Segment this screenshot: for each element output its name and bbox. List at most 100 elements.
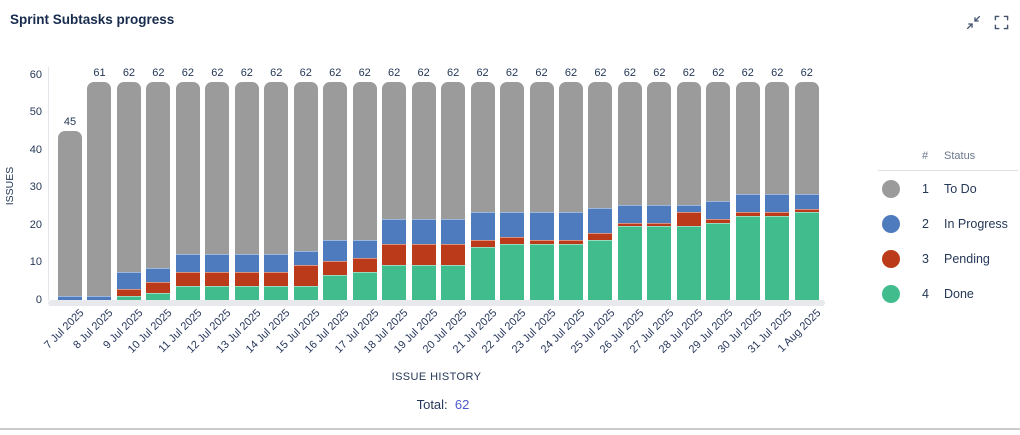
bar-segment-done[interactable] bbox=[647, 226, 672, 300]
bar-segment-to-do[interactable] bbox=[470, 82, 495, 212]
bar-segment-in-progress[interactable] bbox=[529, 211, 554, 241]
bar-segment-pending[interactable] bbox=[529, 240, 554, 244]
bar-segment-done[interactable] bbox=[765, 215, 790, 300]
bar-segment-to-do[interactable] bbox=[323, 82, 348, 241]
bar-segment-in-progress[interactable] bbox=[87, 296, 112, 300]
bar-segment-in-progress[interactable] bbox=[706, 201, 731, 220]
bar-segment-in-progress[interactable] bbox=[470, 211, 495, 241]
bar-segment-in-progress[interactable] bbox=[500, 211, 525, 237]
bar-segment-done[interactable] bbox=[382, 264, 407, 300]
bar-segment-done[interactable] bbox=[500, 243, 525, 300]
bar-segment-pending[interactable] bbox=[706, 219, 731, 223]
bar-segment-pending[interactable] bbox=[234, 271, 259, 286]
fullscreen-icon[interactable] bbox=[992, 13, 1010, 31]
bar-segment-done[interactable] bbox=[588, 240, 613, 300]
bar-segment-pending[interactable] bbox=[293, 264, 318, 286]
bar-segment-done[interactable] bbox=[175, 285, 200, 300]
bar-segment-pending[interactable] bbox=[765, 212, 790, 216]
legend-row-done[interactable]: 4 Done bbox=[878, 276, 1018, 311]
bar-segment-done[interactable] bbox=[676, 226, 701, 300]
collapse-icon[interactable] bbox=[964, 13, 982, 31]
bar-segment-in-progress[interactable] bbox=[558, 211, 583, 241]
bar-segment-done[interactable] bbox=[470, 247, 495, 300]
bar-segment-to-do[interactable] bbox=[352, 82, 377, 241]
bar-segment-done[interactable] bbox=[617, 226, 642, 300]
bar-segment-pending[interactable] bbox=[470, 240, 495, 248]
bar-segment-pending[interactable] bbox=[500, 236, 525, 244]
bar-segment-done[interactable] bbox=[116, 296, 141, 300]
bar-segment-in-progress[interactable] bbox=[146, 268, 171, 283]
bar-segment-pending[interactable] bbox=[116, 289, 141, 297]
bar-segment-to-do[interactable] bbox=[735, 82, 760, 195]
bar-segment-in-progress[interactable] bbox=[794, 194, 819, 209]
bar-segment-done[interactable] bbox=[205, 285, 230, 300]
bar-segment-pending[interactable] bbox=[175, 271, 200, 286]
legend-row-pending[interactable]: 3 Pending bbox=[878, 241, 1018, 276]
bar-segment-done[interactable] bbox=[264, 285, 289, 300]
bar-segment-to-do[interactable] bbox=[588, 82, 613, 209]
bar-segment-in-progress[interactable] bbox=[441, 219, 466, 244]
bar-segment-to-do[interactable] bbox=[175, 82, 200, 255]
bar-segment-done[interactable] bbox=[323, 275, 348, 300]
bar-segment-done[interactable] bbox=[706, 222, 731, 300]
bar-segment-to-do[interactable] bbox=[500, 82, 525, 212]
bar-segment-pending[interactable] bbox=[441, 243, 466, 265]
bar-segment-to-do[interactable] bbox=[293, 82, 318, 251]
bar-segment-to-do[interactable] bbox=[234, 82, 259, 255]
bar-segment-in-progress[interactable] bbox=[175, 254, 200, 272]
bar-segment-done[interactable] bbox=[411, 264, 436, 300]
bar-segment-pending[interactable] bbox=[264, 271, 289, 286]
bar-segment-to-do[interactable] bbox=[617, 82, 642, 205]
bar-segment-in-progress[interactable] bbox=[264, 254, 289, 272]
bar-segment-in-progress[interactable] bbox=[735, 194, 760, 213]
bar-segment-to-do[interactable] bbox=[146, 82, 171, 269]
bar-segment-pending[interactable] bbox=[558, 240, 583, 244]
bar-segment-to-do[interactable] bbox=[264, 82, 289, 255]
bar-segment-in-progress[interactable] bbox=[676, 204, 701, 213]
bar-segment-to-do[interactable] bbox=[58, 131, 82, 297]
bar-segment-to-do[interactable] bbox=[529, 82, 554, 212]
bar-segment-pending[interactable] bbox=[647, 222, 672, 227]
total-value[interactable]: 62 bbox=[454, 397, 470, 412]
bar-segment-pending[interactable] bbox=[794, 208, 819, 213]
bar-segment-done[interactable] bbox=[293, 285, 318, 300]
bar-segment-in-progress[interactable] bbox=[293, 250, 318, 265]
bar-segment-done[interactable] bbox=[558, 243, 583, 300]
bar-segment-done[interactable] bbox=[234, 285, 259, 300]
bar-segment-to-do[interactable] bbox=[411, 82, 436, 220]
bar-segment-pending[interactable] bbox=[676, 212, 701, 227]
bar-segment-pending[interactable] bbox=[411, 243, 436, 265]
bar-segment-in-progress[interactable] bbox=[205, 254, 230, 272]
bar-segment-to-do[interactable] bbox=[441, 82, 466, 220]
bar-segment-done[interactable] bbox=[441, 264, 466, 300]
bar-segment-in-progress[interactable] bbox=[323, 240, 348, 262]
bar-segment-in-progress[interactable] bbox=[352, 240, 377, 258]
legend-row-to-do[interactable]: 1 To Do bbox=[878, 171, 1018, 206]
bar-segment-in-progress[interactable] bbox=[382, 219, 407, 244]
bar-segment-pending[interactable] bbox=[735, 212, 760, 216]
bar-segment-pending[interactable] bbox=[146, 282, 171, 293]
legend-row-in-progress[interactable]: 2 In Progress bbox=[878, 206, 1018, 241]
bar-segment-pending[interactable] bbox=[323, 261, 348, 276]
bar-segment-in-progress[interactable] bbox=[647, 204, 672, 223]
bar-segment-in-progress[interactable] bbox=[58, 296, 82, 300]
bar-segment-to-do[interactable] bbox=[382, 82, 407, 220]
bar-segment-to-do[interactable] bbox=[116, 82, 141, 272]
bar-segment-to-do[interactable] bbox=[647, 82, 672, 205]
bar-segment-done[interactable] bbox=[146, 292, 171, 300]
bar-segment-to-do[interactable] bbox=[205, 82, 230, 255]
bar-segment-to-do[interactable] bbox=[765, 82, 790, 195]
bar-segment-to-do[interactable] bbox=[87, 82, 112, 297]
bar-segment-pending[interactable] bbox=[352, 257, 377, 272]
bar-segment-done[interactable] bbox=[529, 243, 554, 300]
bar-segment-pending[interactable] bbox=[588, 233, 613, 241]
bar-segment-pending[interactable] bbox=[382, 243, 407, 265]
bar-segment-pending[interactable] bbox=[205, 271, 230, 286]
bar-segment-to-do[interactable] bbox=[706, 82, 731, 202]
bar-segment-in-progress[interactable] bbox=[765, 194, 790, 213]
bar-segment-pending[interactable] bbox=[617, 222, 642, 227]
bar-segment-to-do[interactable] bbox=[676, 82, 701, 205]
bar-segment-done[interactable] bbox=[735, 215, 760, 300]
bar-segment-done[interactable] bbox=[794, 212, 819, 300]
bar-segment-to-do[interactable] bbox=[558, 82, 583, 212]
